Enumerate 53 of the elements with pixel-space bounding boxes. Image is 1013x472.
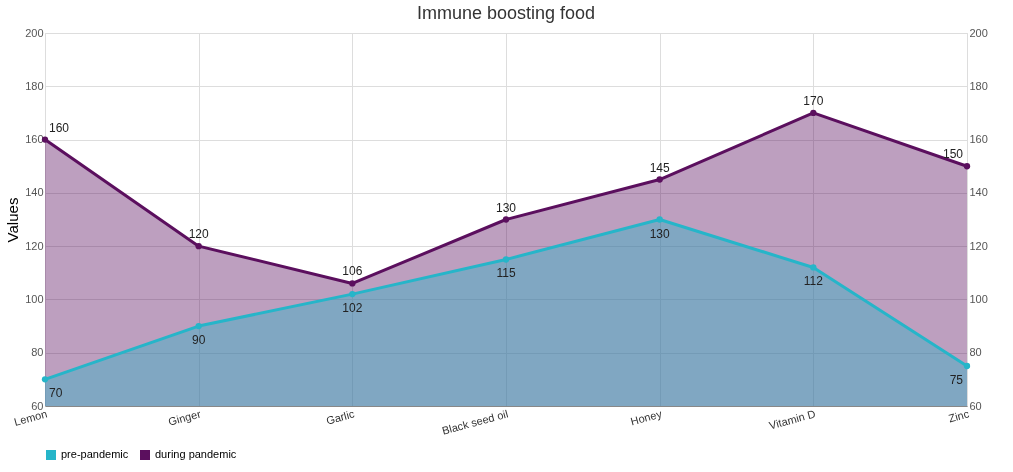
data-label: 102 (342, 301, 363, 316)
y2-tick-label: 180 (969, 79, 988, 92)
point (656, 176, 663, 183)
data-label: 160 (49, 120, 70, 135)
x-tick-label: Vitamin D (767, 407, 817, 432)
data-label: 112 (803, 274, 824, 289)
data-label: 75 (949, 373, 964, 388)
data-label: 170 (803, 93, 824, 108)
y2-tick-label: 60 (969, 399, 982, 412)
data-label: 130 (495, 200, 517, 215)
y-tick-label: 160 (25, 133, 44, 146)
x-tick-label: Garlic (324, 407, 357, 427)
x-tick-label: Black seed oil (440, 407, 510, 437)
y-tick-label: 80 (31, 346, 44, 359)
chart-title: Immune boosting food (416, 3, 596, 23)
y-axis-title: Values (4, 197, 22, 243)
point (810, 109, 817, 117)
data-label: 90 (191, 333, 206, 348)
x-tick-label: Ginger (167, 407, 203, 428)
y2-tick-label: 200 (969, 26, 988, 39)
y-tick-label: 100 (25, 292, 44, 305)
point (656, 216, 663, 223)
y2-tick-label: 120 (969, 239, 988, 252)
data-label: 115 (496, 266, 516, 281)
data-label: 150 (942, 147, 964, 162)
data-label: 120 (188, 227, 209, 242)
point (195, 242, 202, 250)
x-tick-label: Honey (629, 407, 664, 428)
data-label: 106 (342, 264, 363, 279)
point (810, 264, 817, 271)
point (349, 280, 356, 287)
legend-label: pre-pandemic (61, 448, 129, 460)
y2-tick-label: 100 (969, 292, 988, 305)
point (349, 290, 356, 298)
data-label: 145 (649, 160, 670, 175)
y-tick-label: 140 (25, 186, 44, 199)
y-tick-label: 120 (25, 239, 44, 252)
y2-tick-label: 160 (969, 133, 988, 146)
point (502, 216, 510, 223)
y-tick-label: 60 (31, 399, 44, 412)
legend-label: during pandemic (155, 448, 237, 460)
point (195, 322, 202, 330)
y-tick-label: 180 (25, 79, 44, 92)
data-label: 130 (649, 226, 670, 241)
point (963, 163, 971, 170)
y-tick-label: 200 (25, 26, 44, 39)
y2-tick-label: 140 (969, 186, 988, 199)
point (963, 362, 971, 370)
x-tick-label: Zinc (947, 407, 971, 425)
point (502, 256, 510, 263)
point (41, 376, 49, 383)
y2-tick-label: 80 (969, 346, 982, 359)
data-label: 70 (49, 386, 63, 401)
